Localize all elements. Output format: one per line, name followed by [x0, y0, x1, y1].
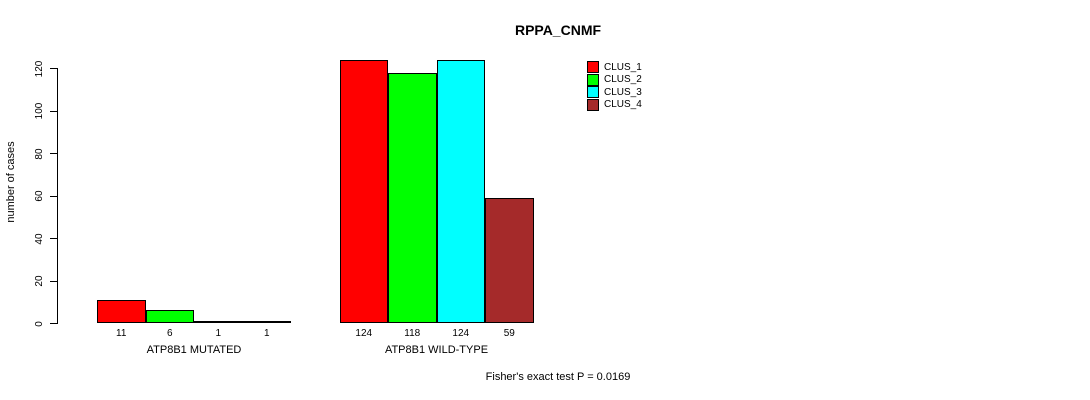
- bar-clus_4-1: [242, 320, 291, 323]
- y-tick-mark: [50, 153, 57, 155]
- y-axis-label: number of cases: [5, 141, 17, 223]
- bar-value-label: 11: [116, 328, 127, 339]
- y-tick-mark: [50, 68, 57, 70]
- y-tick-label: 80: [34, 148, 45, 160]
- bar-value-label: 124: [355, 328, 373, 339]
- legend-item-clus_3: CLUS_3: [587, 86, 642, 99]
- y-tick-label: 100: [34, 103, 45, 120]
- chart-title: RPPA_CNMF: [514, 22, 602, 38]
- bar-value-label: 1: [263, 328, 270, 339]
- legend-swatch-clus_4: [587, 98, 599, 111]
- legend-swatch-clus_3: [587, 86, 599, 99]
- legend-label: CLUS_2: [604, 74, 642, 86]
- y-axis-line: [57, 68, 58, 324]
- y-tick-label: 120: [34, 60, 45, 78]
- y-tick-label: 0: [34, 320, 45, 327]
- x-category-label: ATP8B1 MUTATED: [146, 344, 242, 356]
- y-tick-mark: [50, 323, 57, 324]
- bar-value-label: 6: [166, 328, 173, 339]
- bar-clus_2-1: [145, 310, 194, 323]
- y-tick-label: 60: [34, 190, 45, 202]
- bar-value-label: 118: [404, 328, 421, 339]
- legend: CLUS_1 CLUS_2 CLUS_3 CLUS_4: [587, 61, 642, 111]
- fisher-test-annotation: Fisher's exact test P = 0.0169: [485, 371, 631, 383]
- legend-label: CLUS_4: [604, 99, 642, 111]
- y-tick-label: 40: [34, 233, 45, 245]
- legend-label: CLUS_1: [604, 61, 642, 73]
- y-tick-mark: [50, 280, 57, 282]
- bar-clus_1-2: [339, 59, 388, 323]
- bar-clus_3-2: [436, 59, 485, 323]
- bar-clus_1-1: [97, 299, 146, 323]
- bar-clus_3-1: [194, 320, 243, 323]
- bar-clus_4-2: [485, 197, 534, 323]
- legend-swatch-clus_1: [587, 61, 599, 74]
- legend-item-clus_2: CLUS_2: [587, 73, 642, 87]
- y-tick-mark: [50, 195, 57, 197]
- bar-clus_2-2: [388, 72, 437, 323]
- x-category-label: ATP8B1 WILD-TYPE: [384, 344, 489, 356]
- bar-value-label: 1: [215, 328, 222, 339]
- legend-item-clus_1: CLUS_1: [587, 61, 642, 74]
- bar-value-label: 59: [503, 328, 515, 339]
- legend-item-clus_4: CLUS_4: [587, 98, 642, 112]
- y-tick-mark: [50, 238, 57, 240]
- legend-swatch-clus_2: [587, 73, 599, 86]
- legend-label: CLUS_3: [604, 86, 642, 98]
- y-tick-label: 20: [34, 275, 45, 287]
- y-tick-mark: [50, 110, 57, 112]
- bar-value-label: 124: [452, 328, 470, 339]
